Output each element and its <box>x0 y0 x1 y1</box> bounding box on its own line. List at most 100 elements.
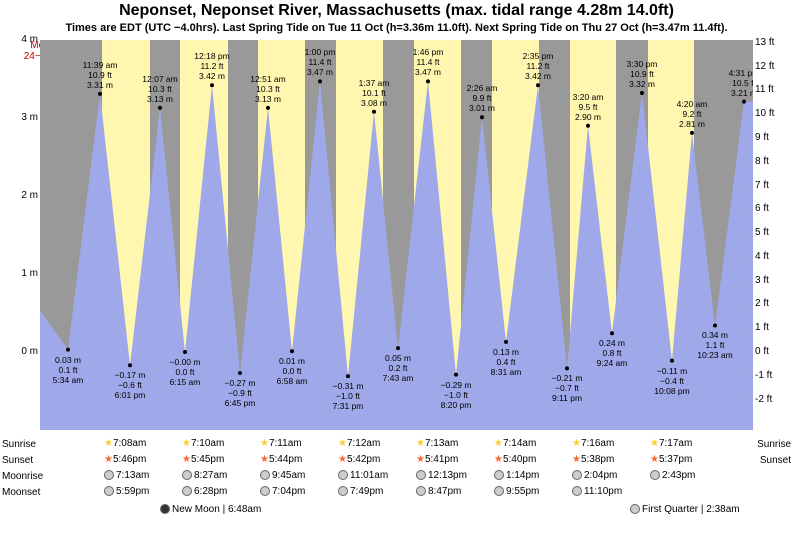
moon-phase-note: New Moon | 6:48am <box>160 504 261 515</box>
astro-label: Sunrise <box>2 439 36 450</box>
astro-label: Sunset <box>760 455 791 466</box>
tide-point <box>586 124 590 128</box>
chart-title: Neponset, Neponset River, Massachusetts … <box>0 2 793 20</box>
astro-row-sunrise: SunriseSunrise★7:08am★7:10am★7:11am★7:12… <box>40 438 753 454</box>
tide-label: −0.17 m−0.6 ft6:01 pm <box>115 370 146 400</box>
astro-value: 11:01am <box>338 470 388 481</box>
tide-label: 3:30 pm10.9 ft3.32 m <box>627 59 658 89</box>
astro-value: ★5:45pm <box>182 454 224 465</box>
astro-value: 8:27am <box>182 470 227 481</box>
tide-point <box>346 374 350 378</box>
chart-subtitle: Times are EDT (UTC −4.0hrs). Last Spring… <box>0 22 793 34</box>
y-tick-m: 0 m <box>4 346 38 357</box>
tide-point <box>480 115 484 119</box>
y-tick-ft: 12 ft <box>755 61 789 72</box>
plot-area: 0.03 m0.1 ft5:34 am11:39 am10.9 ft3.31 m… <box>40 40 753 430</box>
tide-point <box>396 346 400 350</box>
tide-label: 1:37 am10.1 ft3.08 m <box>359 78 390 108</box>
astro-value: 7:13am <box>104 470 149 481</box>
y-tick-ft: 9 ft <box>755 132 789 143</box>
tide-label: 1:00 pm11.4 ft3.47 m <box>305 47 336 77</box>
tide-label: 3:20 am9.5 ft2.90 m <box>573 92 604 122</box>
astro-value: 7:49pm <box>338 486 383 497</box>
astro-value: ★7:17am <box>650 438 692 449</box>
y-tick-ft: -1 ft <box>755 370 789 381</box>
astro-value: 12:13pm <box>416 470 467 481</box>
astro-value: 2:04pm <box>572 470 617 481</box>
astro-value: ★5:44pm <box>260 454 302 465</box>
astro-value: ★7:11am <box>260 438 302 449</box>
tide-label: 0.34 m1.1 ft10:23 am <box>697 330 732 360</box>
y-tick-ft: 4 ft <box>755 251 789 262</box>
y-tick-ft: 5 ft <box>755 227 789 238</box>
tide-label: 12:51 am10.3 ft3.13 m <box>250 74 285 104</box>
astro-value: 5:59pm <box>104 486 149 497</box>
tide-point <box>690 131 694 135</box>
moon-phase-note: First Quarter | 2:38am <box>630 504 740 515</box>
y-tick-ft: 3 ft <box>755 275 789 286</box>
astro-label: Sunset <box>2 455 33 466</box>
y-tick-ft: 13 ft <box>755 37 789 48</box>
tide-point <box>640 91 644 95</box>
astro-value: 11:10pm <box>572 486 622 497</box>
y-tick-ft: 10 ft <box>755 108 789 119</box>
astro-value: 9:45am <box>260 470 305 481</box>
y-tick-ft: 7 ft <box>755 180 789 191</box>
tide-label: 2:26 am9.9 ft3.01 m <box>467 83 498 113</box>
astro-value: ★7:16am <box>572 438 614 449</box>
astro-value: ★7:12am <box>338 438 380 449</box>
y-tick-ft: -2 ft <box>755 394 789 405</box>
tide-point <box>504 340 508 344</box>
y-tick-m: 2 m <box>4 190 38 201</box>
astro-value: ★7:08am <box>104 438 146 449</box>
y-tick-m: 4 m <box>4 34 38 45</box>
tide-label: 4:20 am9.2 ft2.81 m <box>677 99 708 129</box>
y-tick-ft: 0 ft <box>755 346 789 357</box>
astro-value: ★7:13am <box>416 438 458 449</box>
astro-value: 9:55pm <box>494 486 539 497</box>
astro-value: 7:04pm <box>260 486 305 497</box>
tide-label: 4:31 pm10.5 ft3.21 m <box>729 68 753 98</box>
tide-label: 0.13 m0.4 ft8:31 am <box>491 347 522 377</box>
tide-point <box>670 359 674 363</box>
tide-label: −0.00 m0.0 ft6:15 am <box>170 357 201 387</box>
astro-value: 2:43pm <box>650 470 695 481</box>
astro-value: ★5:41pm <box>416 454 458 465</box>
tide-point <box>290 349 294 353</box>
tide-label: 12:07 am10.3 ft3.13 m <box>142 74 177 104</box>
tide-point <box>266 106 270 110</box>
tide-point <box>158 106 162 110</box>
tide-label: −0.29 m−1.0 ft8:20 pm <box>441 380 472 410</box>
astro-value: 6:28pm <box>182 486 227 497</box>
tide-label: 2:35 pm11.2 ft3.42 m <box>523 51 554 81</box>
astro-row-sunset: SunsetSunset★5:46pm★5:45pm★5:44pm★5:42pm… <box>40 454 753 470</box>
astro-label: Moonrise <box>2 471 43 482</box>
tide-label: −0.27 m−0.9 ft6:45 pm <box>225 378 256 408</box>
astro-row-moonrise: Moonrise7:13am8:27am9:45am11:01am12:13pm… <box>40 470 753 486</box>
y-tick-ft: 6 ft <box>755 203 789 214</box>
tide-point <box>713 323 717 327</box>
astro-value: ★5:46pm <box>104 454 146 465</box>
astro-value: ★7:14am <box>494 438 536 449</box>
tide-label: 12:18 pm11.2 ft3.42 m <box>194 51 229 81</box>
tide-point <box>742 100 746 104</box>
y-tick-ft: 1 ft <box>755 322 789 333</box>
tide-label: 0.24 m0.8 ft9:24 am <box>597 338 628 368</box>
tide-point <box>426 79 430 83</box>
tide-label: 0.01 m0.0 ft6:58 am <box>277 356 308 386</box>
tide-label: 11:39 am10.9 ft3.31 m <box>83 60 118 90</box>
astro-value: 8:47pm <box>416 486 461 497</box>
astro-value: 1:14pm <box>494 470 539 481</box>
tide-point <box>183 350 187 354</box>
astro-label: Moonset <box>2 487 40 498</box>
tide-chart: Neponset, Neponset River, Massachusetts … <box>0 0 793 539</box>
tide-label: −0.11 m−0.4 ft10:08 pm <box>654 366 689 396</box>
tide-point <box>128 363 132 367</box>
astro-label: Sunrise <box>757 439 791 450</box>
tide-point <box>238 371 242 375</box>
astro-value: ★5:40pm <box>494 454 536 465</box>
tide-point <box>536 83 540 87</box>
tide-label: 1:46 pm11.4 ft3.47 m <box>413 47 444 77</box>
y-tick-m: 3 m <box>4 112 38 123</box>
y-tick-m: 1 m <box>4 268 38 279</box>
